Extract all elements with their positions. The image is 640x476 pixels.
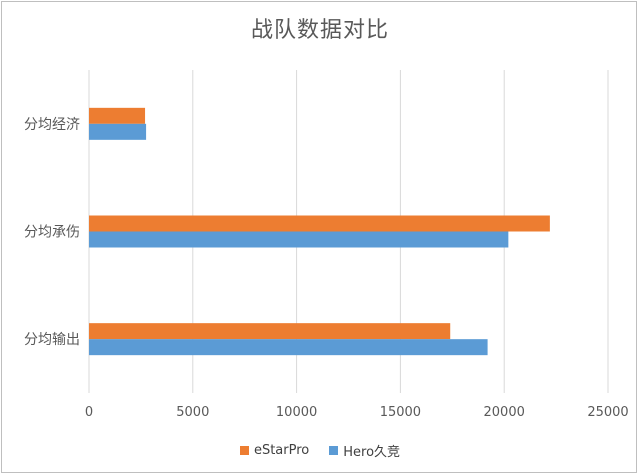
bars [89,107,550,356]
legend-item-series-1: eStarPro [239,441,310,460]
chart-title: 战队数据对比 [250,18,389,43]
x-tick-label: 5000 [176,405,209,420]
x-tick-labels: 0 5000 10000 15000 20000 25000 [85,405,629,420]
legend-label-series-1: eStarPro [253,443,310,458]
x-tick-label: 20000 [484,405,525,420]
category-label: 分均输出 [24,332,80,348]
bar-2-2 [89,231,509,248]
category-label: 分均经济 [24,117,80,133]
category-label: 分均承伤 [24,225,80,241]
bar-1-3 [89,323,451,340]
legend-label-series-2: Hero久竞 [343,445,401,460]
bar-1-2 [89,215,550,232]
x-tick-label: 25000 [587,405,628,420]
legend-swatch-series-1 [239,446,249,455]
bar-1-1 [89,107,146,124]
legend-swatch-series-2 [329,446,339,455]
bar-2-1 [89,123,147,140]
x-tick-label: 10000 [276,405,317,420]
bar-2-3 [89,339,488,356]
legend-item-series-2: Hero久竞 [329,441,400,460]
x-tick-label: 0 [85,405,93,420]
legend: eStarPro Hero久竞 [0,441,640,460]
x-tick-label: 15000 [380,405,421,420]
